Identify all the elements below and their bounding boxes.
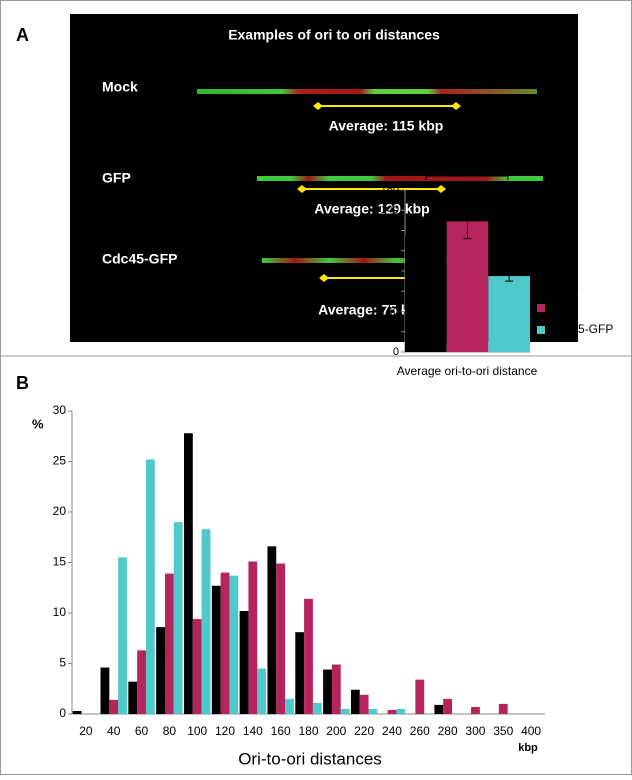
bar bbox=[276, 564, 285, 714]
bar bbox=[388, 710, 397, 714]
bar bbox=[118, 557, 127, 714]
bar bbox=[109, 700, 118, 714]
x-tick-label: 20 bbox=[79, 724, 93, 738]
bar bbox=[221, 573, 230, 714]
bar bbox=[267, 546, 276, 714]
panel-title: Examples of ori to ori distances bbox=[228, 27, 440, 43]
y-tick-label: 25 bbox=[53, 454, 67, 468]
average-label: Average: 129 kbp bbox=[314, 201, 429, 217]
y-axis-label: kbp bbox=[377, 160, 398, 174]
x-tick-label: 200 bbox=[326, 724, 346, 738]
bar bbox=[156, 627, 165, 714]
x-tick-label: 140 bbox=[243, 724, 263, 738]
x-tick-label: 60 bbox=[135, 724, 149, 738]
y-tick-label: 30 bbox=[53, 403, 67, 417]
bar bbox=[304, 599, 313, 714]
y-tick-label: 10 bbox=[53, 605, 67, 619]
x-tick-label: 300 bbox=[465, 724, 485, 738]
bar bbox=[323, 670, 332, 714]
x-tick-label: 400 bbox=[521, 724, 541, 738]
bar bbox=[499, 704, 508, 714]
bar bbox=[488, 276, 530, 352]
bar bbox=[341, 709, 350, 714]
bar bbox=[229, 576, 238, 714]
bar bbox=[101, 668, 110, 714]
bar bbox=[313, 703, 322, 714]
row-name: Mock bbox=[102, 79, 138, 95]
y-tick-label: 0 bbox=[393, 346, 399, 358]
y-tick-label: 5 bbox=[59, 656, 66, 670]
y-tick-label: 140 bbox=[381, 204, 399, 216]
bar bbox=[434, 705, 443, 714]
x-unit: kbp bbox=[518, 742, 538, 754]
fiber bbox=[197, 89, 537, 94]
bar bbox=[248, 561, 257, 714]
fiber bbox=[257, 176, 543, 181]
bar bbox=[405, 236, 447, 352]
y-tick-label: 20 bbox=[387, 326, 399, 338]
bar bbox=[285, 699, 294, 714]
legend-label: GFP bbox=[550, 300, 575, 314]
x-tick-label: 180 bbox=[298, 724, 318, 738]
x-tick-label: 240 bbox=[382, 724, 402, 738]
annotation: ** bbox=[462, 160, 472, 174]
y-tick-label: 20 bbox=[53, 504, 67, 518]
y-tick-label: 100 bbox=[381, 245, 399, 257]
bar bbox=[212, 586, 221, 714]
x-tick-label: 280 bbox=[438, 724, 458, 738]
x-tick-label: 160 bbox=[271, 724, 291, 738]
bar bbox=[257, 669, 266, 714]
bar bbox=[128, 682, 137, 714]
bar bbox=[193, 619, 202, 714]
legend-swatch bbox=[537, 304, 545, 312]
bar bbox=[73, 711, 82, 714]
bar bbox=[202, 529, 211, 714]
bar bbox=[471, 707, 480, 714]
y-tick-label: 15 bbox=[53, 555, 67, 569]
bar bbox=[396, 709, 405, 714]
x-tick-label: 40 bbox=[107, 724, 121, 738]
bar bbox=[351, 690, 360, 714]
bar bbox=[447, 221, 489, 352]
x-tick-label: 350 bbox=[493, 724, 513, 738]
bar bbox=[184, 433, 193, 714]
legend-label: mock bbox=[550, 278, 580, 292]
x-tick-label: 120 bbox=[215, 724, 235, 738]
bar bbox=[360, 695, 369, 714]
x-axis-label: Ori-to-ori distances bbox=[238, 749, 382, 768]
y-axis-label: % bbox=[32, 416, 44, 431]
legend-swatch bbox=[537, 282, 545, 290]
bar bbox=[146, 459, 155, 714]
bar bbox=[415, 680, 424, 714]
bar bbox=[240, 611, 249, 714]
annotation: ** bbox=[483, 183, 493, 197]
bar bbox=[137, 650, 146, 714]
panel-label: B bbox=[16, 373, 29, 393]
x-tick-label: 260 bbox=[410, 724, 430, 738]
row-name: Cdc45-GFP bbox=[102, 251, 177, 267]
legend-label: Cdc45-GFP bbox=[550, 322, 613, 336]
y-tick-label: 0 bbox=[59, 706, 66, 720]
average-label: Average: 115 kbp bbox=[329, 118, 444, 134]
x-tick-label: 100 bbox=[187, 724, 207, 738]
panel-label: A bbox=[16, 25, 29, 45]
bar bbox=[165, 574, 174, 714]
x-tick-label: 80 bbox=[163, 724, 177, 738]
legend-swatch bbox=[537, 326, 545, 334]
y-tick-label: 40 bbox=[387, 305, 399, 317]
figure: A Examples of ori to ori distances Mock … bbox=[0, 0, 632, 775]
bar bbox=[369, 709, 378, 714]
bar bbox=[332, 665, 341, 714]
x-axis-label: Average ori-to-ori distance bbox=[397, 364, 538, 378]
bar bbox=[295, 632, 304, 714]
x-tick-label: 220 bbox=[354, 724, 374, 738]
y-tick-label: 160 bbox=[381, 184, 399, 196]
row-name: GFP bbox=[102, 170, 131, 186]
y-tick-label: 80 bbox=[387, 265, 399, 277]
y-tick-label: 60 bbox=[387, 285, 399, 297]
bar bbox=[443, 699, 452, 714]
y-tick-label: 120 bbox=[381, 224, 399, 236]
bar bbox=[174, 522, 183, 714]
